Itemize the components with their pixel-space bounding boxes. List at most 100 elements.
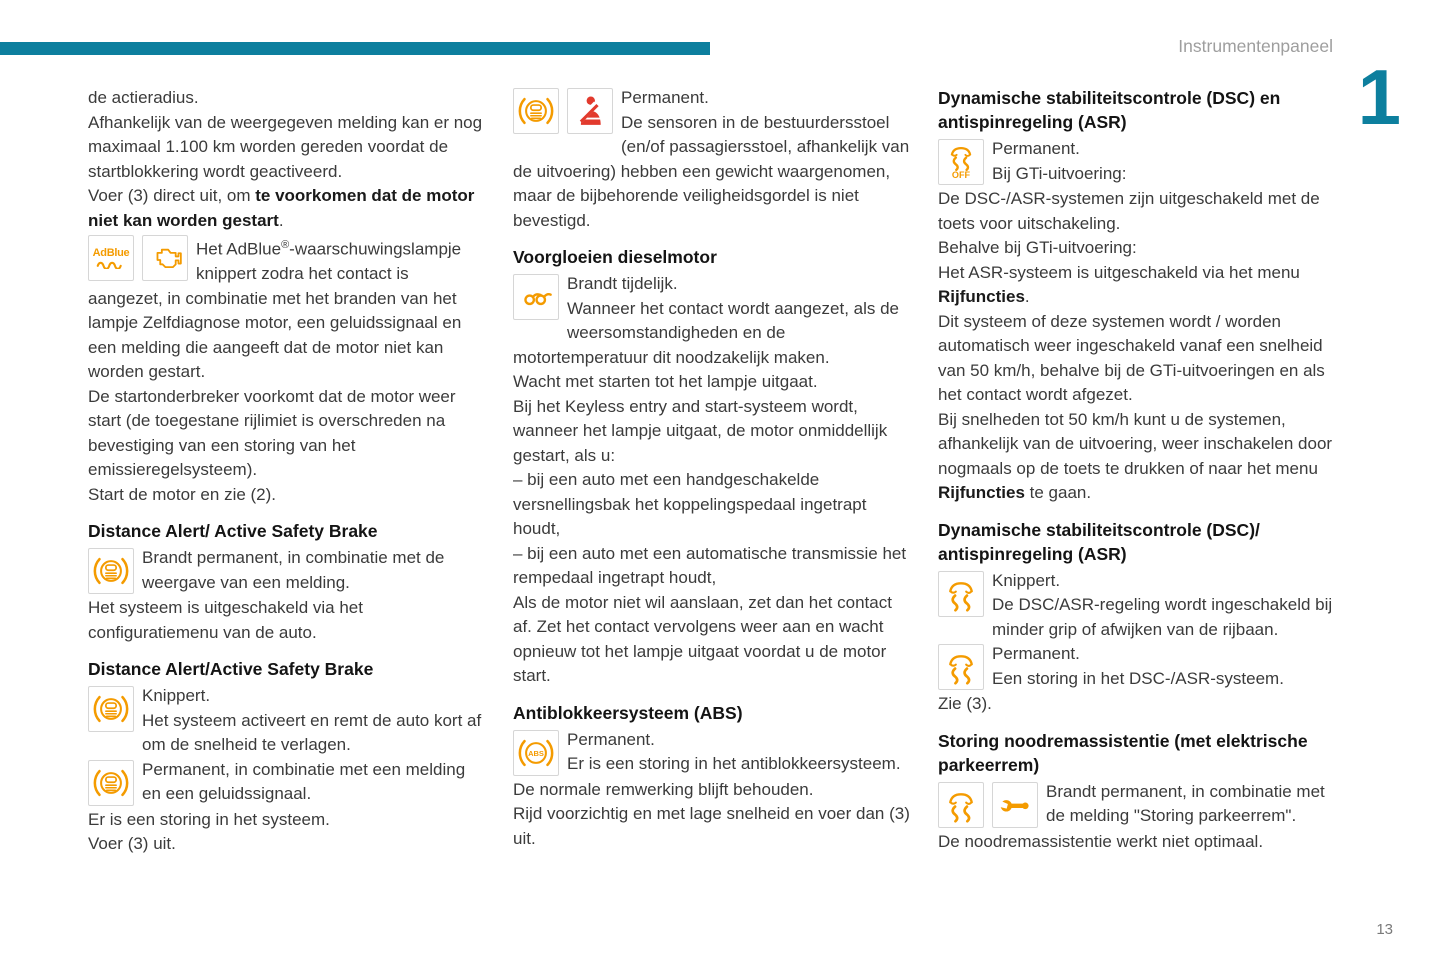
warning-light-box xyxy=(88,759,134,806)
body-paragraph: Als de motor niet wil aanslaan, zet dan … xyxy=(513,592,892,686)
paragraph-text: Het ASR-systeem is uitgeschakeld via het… xyxy=(938,262,1300,282)
paragraph-text: Voer (3) direct uit, om xyxy=(88,186,256,205)
body-paragraph: Brandt tijdelijk. Wanneer het contact wo… xyxy=(513,272,911,370)
paragraph-text: . xyxy=(278,210,284,230)
paragraph-text: -waarschuwingslampje knippert zodra het … xyxy=(88,239,462,382)
body-paragraph: De startonderbreker voorkomt dat de moto… xyxy=(88,386,456,480)
paragraph-text: te gaan. xyxy=(1024,483,1092,502)
warning-light-box xyxy=(142,235,188,281)
body-paragraph: Bij het Keyless entry and start-systeem … xyxy=(513,396,888,465)
body-paragraph: Start de motor en zie (2). xyxy=(88,484,277,504)
seatbelt-unfastened-icon xyxy=(571,92,609,130)
distance-alert-brake-icon xyxy=(92,764,130,802)
section-heading: Voorgloeien dieselmotor xyxy=(513,247,717,267)
body-paragraph: AdBlue Het AdBlue®-waarschuwingslampje k… xyxy=(88,233,486,385)
body-paragraph: Permanent. De sensoren in de bestuurders… xyxy=(513,86,911,233)
top-accent-bar xyxy=(0,42,710,55)
paragraph-text: Er is een storing in het antiblokkeersys… xyxy=(567,754,901,773)
glow-plug-icon xyxy=(517,278,555,316)
body-paragraph: de actieradius. xyxy=(88,88,199,107)
paragraph-text: Brandt permanent, in combinatie met de m… xyxy=(1046,781,1325,826)
page-content: de actieradius. Afhankelijk van de weerg… xyxy=(88,86,1336,857)
body-paragraph: Wacht met starten tot het lampje uitgaat… xyxy=(513,372,818,391)
section-heading: Dynamische stabiliteitscontrole (DSC) en… xyxy=(938,88,1281,132)
warning-light-box xyxy=(938,139,984,185)
body-paragraph: Permanent. Een storing in het DSC-/ASR-s… xyxy=(938,642,1336,691)
body-paragraph: Brandt permanent, in combinatie met de m… xyxy=(938,780,1336,829)
warning-light-box xyxy=(938,644,984,690)
body-paragraph: Voer (3) uit. xyxy=(88,834,176,854)
body-paragraph: Het ASR-systeem is uitgeschakeld via het… xyxy=(938,261,1336,310)
dsc-asr-icon xyxy=(942,786,980,824)
warning-light-box xyxy=(513,274,559,320)
dsc-asr-icon xyxy=(942,575,980,613)
section-heading: Dynamische stabiliteitscontrole (DSC)/ a… xyxy=(938,519,1260,564)
service-wrench-icon xyxy=(996,786,1034,824)
body-paragraph: Het systeem is uitgeschakeld via het con… xyxy=(88,598,363,642)
paragraph-text: Knippert. xyxy=(992,570,1061,590)
content-column-1: de actieradius. Afhankelijk van de weerg… xyxy=(88,86,486,857)
body-paragraph: De normale remwerking blijft behouden. xyxy=(513,779,814,799)
body-paragraph: Afhankelijk van de weergegeven melding k… xyxy=(88,112,483,181)
paragraph-text: De sensoren in de bestuurdersstoel (en/o… xyxy=(513,112,910,230)
body-paragraph: Permanent. Er is een storing in het anti… xyxy=(513,728,911,777)
body-paragraph: Permanent. Bij GTi-uitvoering: xyxy=(938,137,1336,186)
warning-light-box xyxy=(938,570,984,617)
dsc-asr-icon xyxy=(942,648,980,686)
paragraph-text: Permanent. xyxy=(567,729,655,749)
body-paragraph: Er is een storing in het systeem. xyxy=(88,809,330,829)
body-paragraph: Permanent, in combinatie met een melding… xyxy=(88,758,486,807)
content-column-2: Permanent. De sensoren in de bestuurders… xyxy=(513,86,911,857)
paragraph-text: De DSC/ASR-regeling wordt ingeschakeld b… xyxy=(992,595,1333,639)
paragraph-text: Het systeem activeert en remt de auto ko… xyxy=(142,710,482,755)
bold-text: te voorkomen dat de motor niet kan worde… xyxy=(88,186,475,230)
bold-text: Rijfuncties xyxy=(938,483,1025,502)
paragraph-text: Een storing in het DSC-/ASR-systeem. xyxy=(992,668,1284,688)
body-paragraph: Bij snelheden tot 50 km/h kunt u de syst… xyxy=(938,408,1336,506)
paragraph-text: Bij snelheden tot 50 km/h kunt u de syst… xyxy=(938,409,1333,478)
warning-light-box xyxy=(513,88,559,134)
body-paragraph: Dit systeem of deze systemen wordt / wor… xyxy=(938,311,1325,405)
paragraph-text: Knippert. xyxy=(142,686,211,706)
body-paragraph: Voer (3) direct uit, om te voorkomen dat… xyxy=(88,184,486,233)
bold-text: Rijfuncties xyxy=(938,287,1025,306)
body-paragraph: Behalve bij GTi-uitvoering: xyxy=(938,238,1137,257)
warning-light-box xyxy=(513,729,559,776)
registered-mark: ® xyxy=(281,239,290,251)
warning-light-box: AdBlue xyxy=(88,235,134,281)
paragraph-text: Permanent. xyxy=(992,139,1080,158)
warning-light-box xyxy=(88,686,134,733)
distance-alert-brake-icon xyxy=(92,690,130,728)
paragraph-text: Bij GTi-uitvoering: xyxy=(992,163,1127,183)
paragraph-text: Wanneer het contact wordt aangezet, als … xyxy=(513,298,900,367)
warning-light-box xyxy=(88,548,134,595)
distance-alert-brake-icon xyxy=(92,552,130,590)
content-column-3: Dynamische stabiliteitscontrole (DSC) en… xyxy=(938,86,1336,857)
paragraph-text: . xyxy=(1024,287,1030,306)
section-heading: Distance Alert/ Active Safety Brake xyxy=(88,521,378,542)
adblue-wave-icon xyxy=(96,261,122,269)
engine-malfunction-icon xyxy=(146,239,184,277)
warning-light-box xyxy=(992,781,1038,828)
page-number: 13 xyxy=(1376,921,1393,938)
body-paragraph: De DSC-/ASR-systemen zijn uitgeschakeld … xyxy=(938,189,1320,233)
abs-warning-icon xyxy=(517,734,555,772)
list-item: – bij een auto met een automatische tran… xyxy=(513,543,907,588)
page-header-title: Instrumentenpaneel xyxy=(1178,36,1333,56)
paragraph-text: Permanent. xyxy=(992,644,1080,663)
dsc-asr-off-icon xyxy=(942,143,980,181)
paragraph-text: Het AdBlue xyxy=(196,239,282,259)
body-paragraph: Knippert. Het systeem activeert en remt … xyxy=(88,684,486,758)
section-heading: Distance Alert/Active Safety Brake xyxy=(88,659,374,680)
chapter-tab-number: 1 xyxy=(1357,53,1401,141)
body-paragraph: Rijd voorzichtig en met lage snelheid en… xyxy=(513,804,910,848)
paragraph-text: Permanent, in combinatie met een melding… xyxy=(142,759,466,804)
body-paragraph: De noodremassistentie werkt niet optimaa… xyxy=(938,831,1264,851)
paragraph-text: Brandt permanent, in combinatie met de w… xyxy=(142,548,445,592)
body-paragraph: Knippert. De DSC/ASR-regeling wordt inge… xyxy=(938,569,1336,643)
body-paragraph: Zie (3). xyxy=(938,694,992,713)
paragraph-text: Permanent. xyxy=(621,88,709,107)
warning-light-box xyxy=(938,781,984,828)
section-heading: Antiblokkeersysteem (ABS) xyxy=(513,702,743,723)
section-heading: Storing noodremassistentie (met elektris… xyxy=(938,730,1308,775)
